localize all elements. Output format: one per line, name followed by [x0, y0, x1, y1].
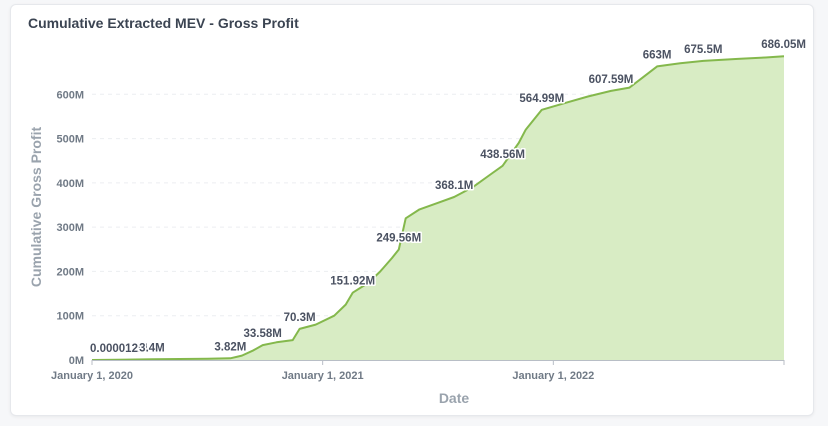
data-label: 686.05M	[761, 39, 806, 51]
x-tick-label: January 1, 2020	[51, 370, 133, 382]
data-label: 675.5M	[684, 44, 722, 56]
data-label: 249.56M	[376, 232, 421, 244]
data-label: 438.56M	[480, 149, 525, 161]
data-label: 564.99M	[519, 93, 564, 105]
y-tick-label: 600M	[56, 89, 84, 101]
y-tick-label: 300M	[56, 222, 84, 234]
data-label: 70.3M	[284, 312, 316, 324]
series-line	[91, 55, 785, 361]
data-label: 663M	[643, 49, 672, 61]
chart-title: Cumulative Extracted MEV - Gross Profit	[28, 15, 299, 31]
axes: 0M 100M 200M 300M 400M 500M 600M January 1, 202…	[28, 89, 785, 406]
data-label: 0.000012M	[90, 343, 148, 355]
x-tick-label: January 1, 2022	[512, 370, 594, 382]
data-label: 151.92M	[330, 276, 375, 288]
area-series	[91, 55, 785, 361]
y-tick-label: 200M	[56, 266, 84, 278]
x-axis-title: Date	[439, 390, 470, 406]
y-tick-label: 100M	[56, 311, 84, 323]
y-axis-title: Cumulative Gross Profit	[28, 127, 44, 288]
data-label: 368.1M	[435, 180, 473, 192]
x-tick-label: January 1, 2021	[282, 370, 364, 382]
y-tick-label: 400M	[56, 178, 84, 190]
data-label: 607.59M	[589, 74, 634, 86]
data-label: 33.58M	[244, 328, 282, 340]
area-fill	[92, 56, 784, 360]
y-tick-label: 500M	[56, 134, 84, 146]
data-label: 3.82M	[214, 341, 246, 353]
y-tick-label: 0M	[69, 355, 84, 367]
data-label: 3.4M	[139, 342, 165, 354]
